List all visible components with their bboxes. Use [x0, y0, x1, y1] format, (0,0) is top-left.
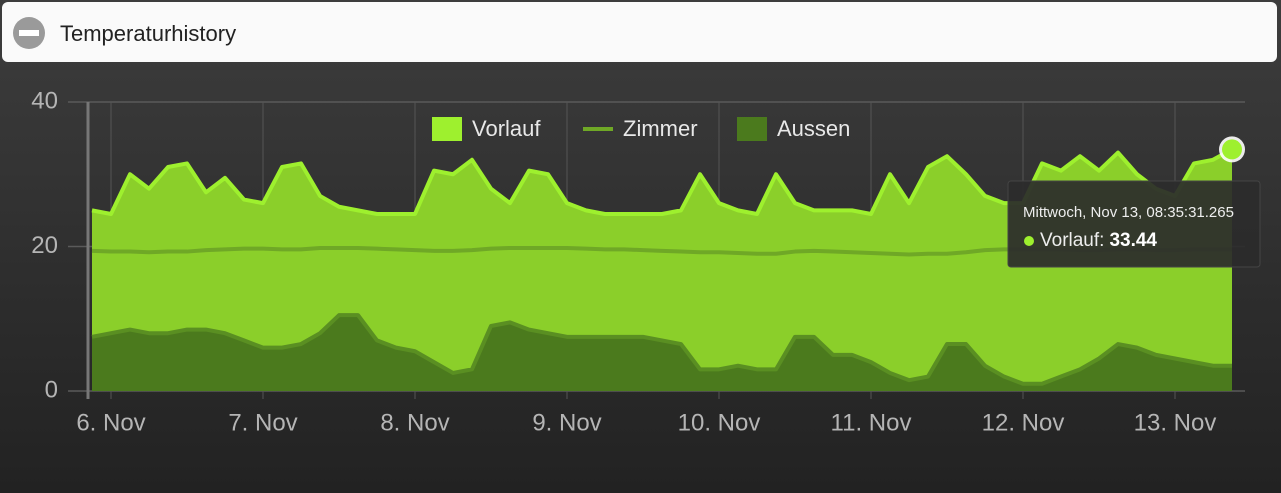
tooltip-dot: [1024, 236, 1034, 246]
plot: 0 20 40 6. Nov 7. Nov 8. Nov 9. Nov 10. Nov 11. …: [31, 87, 1261, 436]
x-tick-label: 13. Nov: [1134, 409, 1217, 436]
x-tick-label: 10. Nov: [678, 409, 761, 436]
widget-title: Temperaturhistory: [60, 21, 236, 46]
area-line: [91, 313, 1232, 386]
legend-line: [583, 127, 613, 131]
area: [92, 315, 1232, 391]
tooltip: [1007, 180, 1261, 268]
legend-label: Zimmer: [623, 116, 698, 141]
legend-swatch: [432, 117, 462, 141]
area-line: [91, 147, 1233, 216]
widget-header: [2, 2, 1277, 62]
x-tick-label: 9. Nov: [532, 409, 601, 436]
x-tick-label: 6. Nov: [76, 409, 145, 436]
collapse-icon: [19, 30, 39, 36]
hover-marker-dot: [1222, 139, 1242, 160]
area: [92, 149, 1232, 391]
tooltip-header: Mittwoch, Nov 13, 08:35:31.265: [1023, 204, 1234, 221]
tooltip-value: 33.44: [1109, 230, 1157, 251]
x-tick-label: 7. Nov: [228, 409, 297, 436]
x-tick-label: 12. Nov: [982, 409, 1065, 436]
y-tick-label: 0: [45, 376, 58, 403]
legend-swatch: [737, 117, 767, 141]
x-tick-label: 8. Nov: [380, 409, 449, 436]
tooltip-label: Vorlauf:: [1040, 230, 1104, 251]
y-tick-label: 40: [31, 87, 58, 114]
legend-label: Vorlauf: [472, 116, 541, 141]
x-tick-label: 11. Nov: [831, 409, 912, 436]
legend-label: Aussen: [777, 116, 850, 141]
tooltip-line: Vorlauf: 33.44: [1040, 230, 1157, 251]
y-tick-label: 20: [31, 232, 58, 259]
